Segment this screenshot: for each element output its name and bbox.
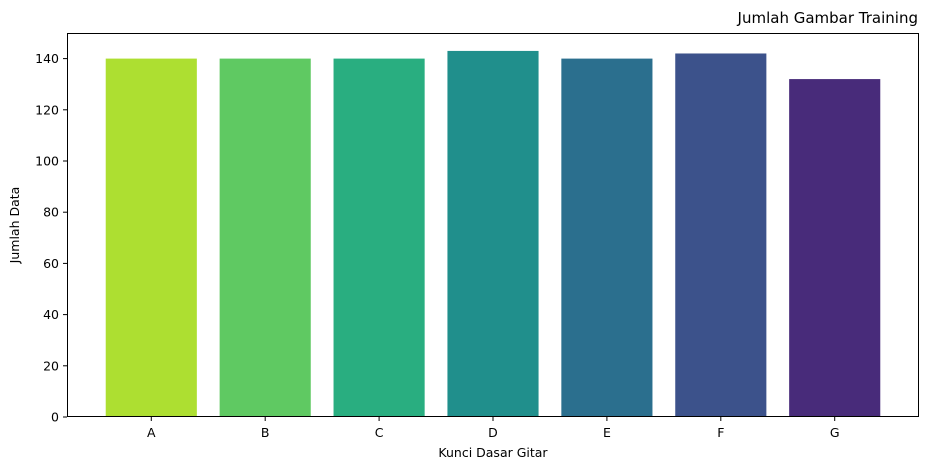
bar-a [105, 58, 197, 417]
bars-group [105, 50, 881, 418]
y-axis-label: Jumlah Data [7, 187, 22, 265]
bar-g [789, 79, 881, 417]
y-tick-label: 20 [43, 358, 59, 373]
y-tick-label: 0 [51, 410, 59, 425]
y-tick-label: 100 [35, 154, 59, 169]
x-axis-label: Kunci Dasar Gitar [438, 445, 548, 460]
y-tick-label: 40 [43, 307, 59, 322]
bar-f [675, 53, 767, 417]
y-tick-label: 140 [35, 51, 59, 66]
bar-e [561, 58, 653, 417]
x-tick-label: G [830, 425, 840, 440]
x-tick-label: E [603, 425, 611, 440]
x-tick-label: F [717, 425, 724, 440]
x-axis-ticks: A B C D E F G [147, 417, 840, 440]
y-tick-label: 80 [43, 205, 59, 220]
y-tick-label: 60 [43, 256, 59, 271]
x-tick-label: C [375, 425, 384, 440]
y-axis-ticks: 0 20 40 60 80 100 120 140 [35, 51, 67, 425]
x-tick-label: D [488, 425, 498, 440]
plot-frame [67, 33, 919, 417]
bar-c [333, 58, 425, 417]
bar-d [447, 50, 539, 418]
y-tick-label: 120 [35, 102, 59, 117]
x-tick-label: A [147, 425, 156, 440]
x-tick-label: B [261, 425, 270, 440]
chart-title: Jumlah Gambar Training [737, 9, 918, 27]
bar-b [219, 58, 311, 417]
